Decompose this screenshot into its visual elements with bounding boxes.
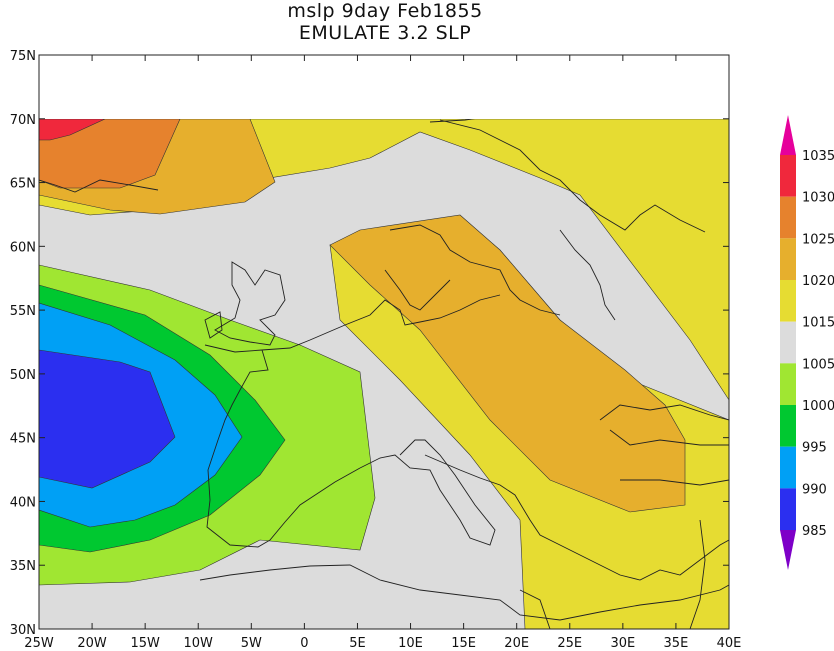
lat-tick-label: 65N bbox=[10, 177, 36, 192]
lat-tick-label: 55N bbox=[10, 304, 36, 319]
plot-frame bbox=[38, 54, 730, 630]
colorbar-box bbox=[780, 238, 796, 280]
lon-tick-label: 0 bbox=[300, 636, 308, 651]
field-1025-1030 bbox=[39, 119, 181, 189]
colorbar-box bbox=[780, 280, 796, 322]
colorbar-label: 985 bbox=[802, 524, 827, 539]
colorbar-label: 995 bbox=[802, 441, 827, 456]
chart-title: mslp 9day Feb1855 bbox=[287, 0, 483, 22]
pressure-fields bbox=[39, 119, 729, 629]
lat-tick-label: 70N bbox=[10, 113, 36, 128]
colorbar-top-arrow bbox=[780, 115, 796, 155]
lat-tick-label: 50N bbox=[10, 368, 36, 383]
lon-tick-label: 20E bbox=[504, 636, 529, 651]
lon-tick-label: 25E bbox=[557, 636, 582, 651]
colorbar-box bbox=[780, 405, 796, 447]
field-985-990 bbox=[39, 349, 176, 489]
colorbar-bottom-arrow bbox=[780, 530, 796, 570]
field-1030-1035 bbox=[39, 119, 106, 141]
lon-tick-label: 15E bbox=[451, 636, 476, 651]
lon-tick-label: 40E bbox=[717, 636, 742, 651]
lon-tick-label: 15W bbox=[130, 636, 160, 651]
field-1020-1025-east bbox=[329, 214, 686, 513]
lon-tick-label: 35E bbox=[664, 636, 689, 651]
lat-tick-label: 60N bbox=[10, 240, 36, 255]
colorbar-box bbox=[780, 155, 796, 197]
colorbar-box bbox=[780, 446, 796, 489]
lat-tick-label: 75N bbox=[10, 49, 36, 64]
lat-tick-label: 35N bbox=[10, 559, 36, 574]
colorbar-label: 1020 bbox=[802, 274, 834, 289]
colorbar-label: 1005 bbox=[802, 357, 834, 372]
lat-tick-label: 30N bbox=[10, 623, 36, 638]
axis-ticks: 25W 20W 15W 10W 5W 0 5E 10E 15E 20E 25E 30E 35E 40E 30… bbox=[10, 49, 742, 651]
colorbar-label: 1015 bbox=[802, 316, 834, 331]
colorbar-box bbox=[780, 363, 796, 405]
colorbar-label: 1030 bbox=[802, 191, 834, 206]
colorbar-label: 990 bbox=[802, 482, 827, 497]
lon-tick-label: 30E bbox=[610, 636, 635, 651]
colorbar-label: 1035 bbox=[802, 149, 834, 164]
lon-tick-label: 5W bbox=[241, 636, 262, 651]
lat-tick-label: 40N bbox=[10, 495, 36, 510]
chart-subtitle: EMULATE 3.2 SLP bbox=[298, 22, 472, 44]
lon-tick-label: 10E bbox=[398, 636, 423, 651]
lat-tick-label: 45N bbox=[10, 432, 36, 447]
colorbar-label: 1025 bbox=[802, 232, 834, 247]
lon-tick-label: 25W bbox=[24, 636, 54, 651]
coastlines bbox=[39, 119, 729, 629]
lon-tick-label: 5E bbox=[349, 636, 366, 651]
colorbar-box bbox=[780, 488, 796, 530]
lon-tick-label: 20W bbox=[77, 636, 107, 651]
colorbar: 1035 1030 1025 1020 1015 1005 1000 995 990 985 bbox=[780, 115, 834, 570]
colorbar-label: 1000 bbox=[802, 399, 834, 414]
lon-tick-label: 10W bbox=[184, 636, 214, 651]
colorbar-box bbox=[780, 196, 796, 239]
colorbar-box bbox=[780, 321, 796, 364]
